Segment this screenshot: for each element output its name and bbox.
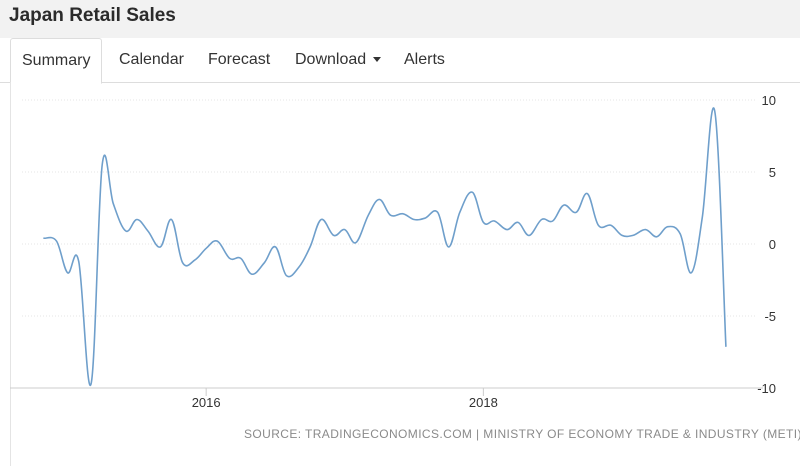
tab-download[interactable]: Download (295, 38, 382, 82)
tab-forecast[interactable]: Forecast (208, 51, 271, 68)
header-bar: Japan Retail Sales (0, 0, 800, 38)
tab-alerts[interactable]: Alerts (404, 51, 445, 68)
tab-bar: Summary Calendar Forecast Download Alert… (0, 38, 800, 84)
x-tick-label: 2018 (469, 395, 498, 410)
tab-download-label: Download (295, 51, 367, 68)
y-tick-label: -5 (764, 309, 776, 324)
chevron-down-icon (373, 57, 382, 63)
x-tick-labels: 2016 2018 (192, 388, 498, 410)
y-axis: 10 5 0 -5 -10 (757, 93, 776, 396)
series-layer (43, 107, 727, 387)
tab-summary[interactable]: Summary (10, 38, 103, 84)
chart-frame-edge (10, 82, 11, 466)
y-tick-label: 10 (762, 93, 776, 108)
x-tick-label: 2016 (192, 395, 221, 410)
series-line-0 (43, 107, 727, 387)
y-tick-label: -10 (757, 381, 776, 396)
tab-calendar[interactable]: Calendar (119, 51, 184, 68)
page-title: Japan Retail Sales (9, 5, 176, 26)
gridlines (22, 99, 755, 317)
y-tick-label: 0 (769, 237, 776, 252)
y-tick-label: 5 (769, 165, 776, 180)
source-note: SOURCE: TRADINGECONOMICS.COM | MINISTRY … (244, 427, 800, 441)
